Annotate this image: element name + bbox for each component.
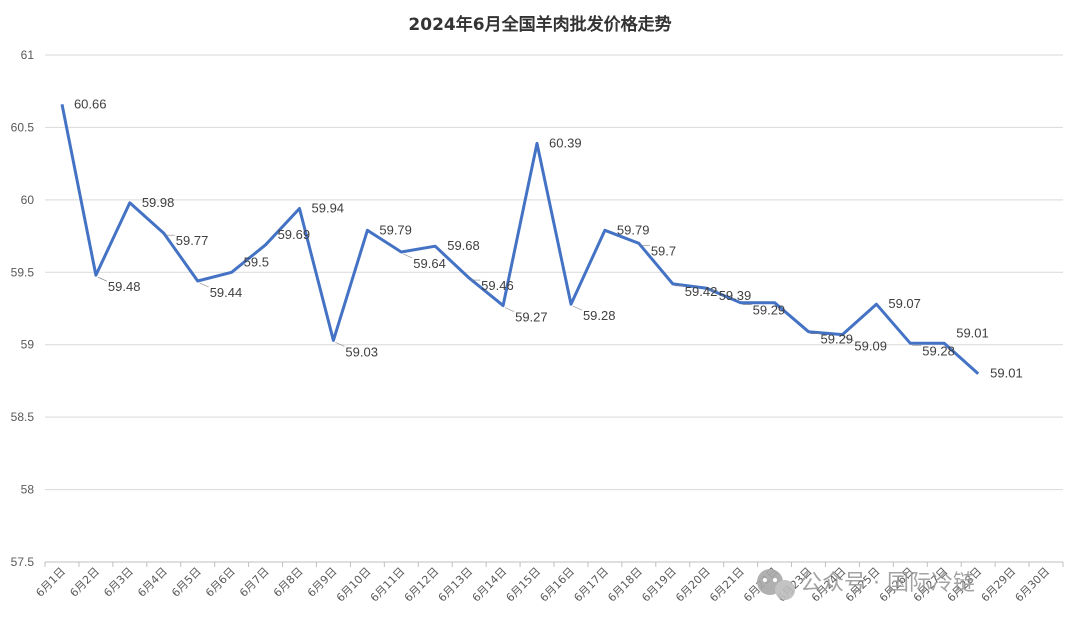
y-tick-label: 58 bbox=[21, 483, 35, 497]
data-label: 59.98 bbox=[142, 195, 175, 210]
x-tick-label: 6月13日 bbox=[436, 565, 476, 605]
x-tick-label: 6月3日 bbox=[101, 565, 136, 600]
watermark-text: 公众号 · 国际冷链 bbox=[800, 571, 975, 596]
x-tick-label: 6月8日 bbox=[271, 565, 306, 600]
x-tick-label: 6月5日 bbox=[169, 565, 204, 600]
data-label: 59.39 bbox=[719, 288, 752, 303]
x-tick-label: 6月11日 bbox=[368, 565, 408, 605]
label-leader bbox=[572, 305, 583, 311]
data-label: 60.66 bbox=[74, 96, 107, 111]
data-label: 59.07 bbox=[888, 296, 921, 311]
data-label: 59.28 bbox=[583, 308, 616, 323]
x-tick-label: 6月4日 bbox=[135, 565, 170, 600]
data-label: 59.46 bbox=[481, 278, 514, 293]
y-tick-label: 58.5 bbox=[11, 410, 35, 424]
y-tick-label: 61 bbox=[21, 48, 35, 62]
data-label: 59.7 bbox=[651, 243, 676, 258]
data-label: 59.5 bbox=[244, 254, 269, 269]
x-tick-label: 6月12日 bbox=[402, 565, 442, 605]
data-label: 59.64 bbox=[413, 256, 446, 271]
x-tick-label: 6月21日 bbox=[707, 565, 747, 605]
data-label: 59.48 bbox=[108, 279, 141, 294]
x-tick-label: 6月19日 bbox=[639, 565, 679, 605]
x-tick-label: 6月2日 bbox=[67, 565, 102, 600]
x-tick-label: 6月10日 bbox=[334, 565, 374, 605]
label-leader bbox=[199, 282, 209, 288]
x-tick-label: 6月16日 bbox=[537, 565, 577, 605]
y-axis-ticks: 57.5 58 58.5 59 59.5 60 60.5 61 bbox=[11, 48, 35, 569]
x-tick-label: 6月30日 bbox=[1013, 565, 1053, 605]
data-label: 59.44 bbox=[210, 285, 243, 300]
data-label: 59.94 bbox=[312, 201, 345, 216]
label-leader bbox=[403, 253, 413, 259]
x-tick-label: 6月7日 bbox=[237, 565, 272, 600]
data-label: 60.39 bbox=[549, 135, 582, 150]
x-tick-label: 6月1日 bbox=[33, 565, 68, 600]
x-tick-label: 6月20日 bbox=[673, 565, 713, 605]
y-tick-label: 57.5 bbox=[11, 555, 35, 569]
data-label: 59.27 bbox=[515, 310, 548, 325]
x-tick-label: 6月6日 bbox=[203, 565, 238, 600]
x-tick-label: 6月17日 bbox=[571, 565, 611, 605]
series-line bbox=[60, 104, 980, 375]
data-label: 59.29 bbox=[821, 332, 854, 347]
wechat-icon bbox=[757, 569, 795, 600]
data-label: 59.01 bbox=[990, 366, 1023, 381]
data-label: 59.28 bbox=[922, 343, 955, 358]
x-tick-label: 6月15日 bbox=[504, 565, 544, 605]
data-label: 59.29 bbox=[753, 303, 786, 318]
x-tick-label: 6月18日 bbox=[605, 565, 645, 605]
data-label: 59.79 bbox=[617, 222, 650, 237]
x-tick-label: 6月29日 bbox=[979, 565, 1019, 605]
data-label: 59.79 bbox=[379, 222, 412, 237]
y-tick-label: 60.5 bbox=[11, 120, 35, 134]
y-tick-label: 59.5 bbox=[11, 265, 35, 279]
label-leader bbox=[97, 276, 108, 282]
chart-title: 2024年6月全国羊肉批发价格走势 bbox=[408, 14, 671, 35]
data-label: 59.03 bbox=[345, 344, 378, 359]
label-leader bbox=[335, 342, 345, 347]
data-label: 59.01 bbox=[956, 325, 989, 340]
gridlines bbox=[45, 54, 1063, 563]
y-tick-label: 60 bbox=[21, 193, 35, 207]
label-leader bbox=[504, 307, 515, 312]
data-label: 59.77 bbox=[176, 233, 209, 248]
label-leader bbox=[844, 336, 854, 341]
data-label: 59.69 bbox=[278, 227, 311, 242]
watermark: 公众号 · 国际冷链 bbox=[757, 569, 975, 600]
data-label: 59.42 bbox=[685, 284, 718, 299]
x-tick-label: 6月14日 bbox=[470, 565, 510, 605]
label-leader-lines bbox=[97, 234, 922, 347]
data-label: 59.09 bbox=[854, 339, 887, 354]
data-label: 59.68 bbox=[447, 238, 480, 253]
y-tick-label: 59 bbox=[21, 338, 35, 352]
